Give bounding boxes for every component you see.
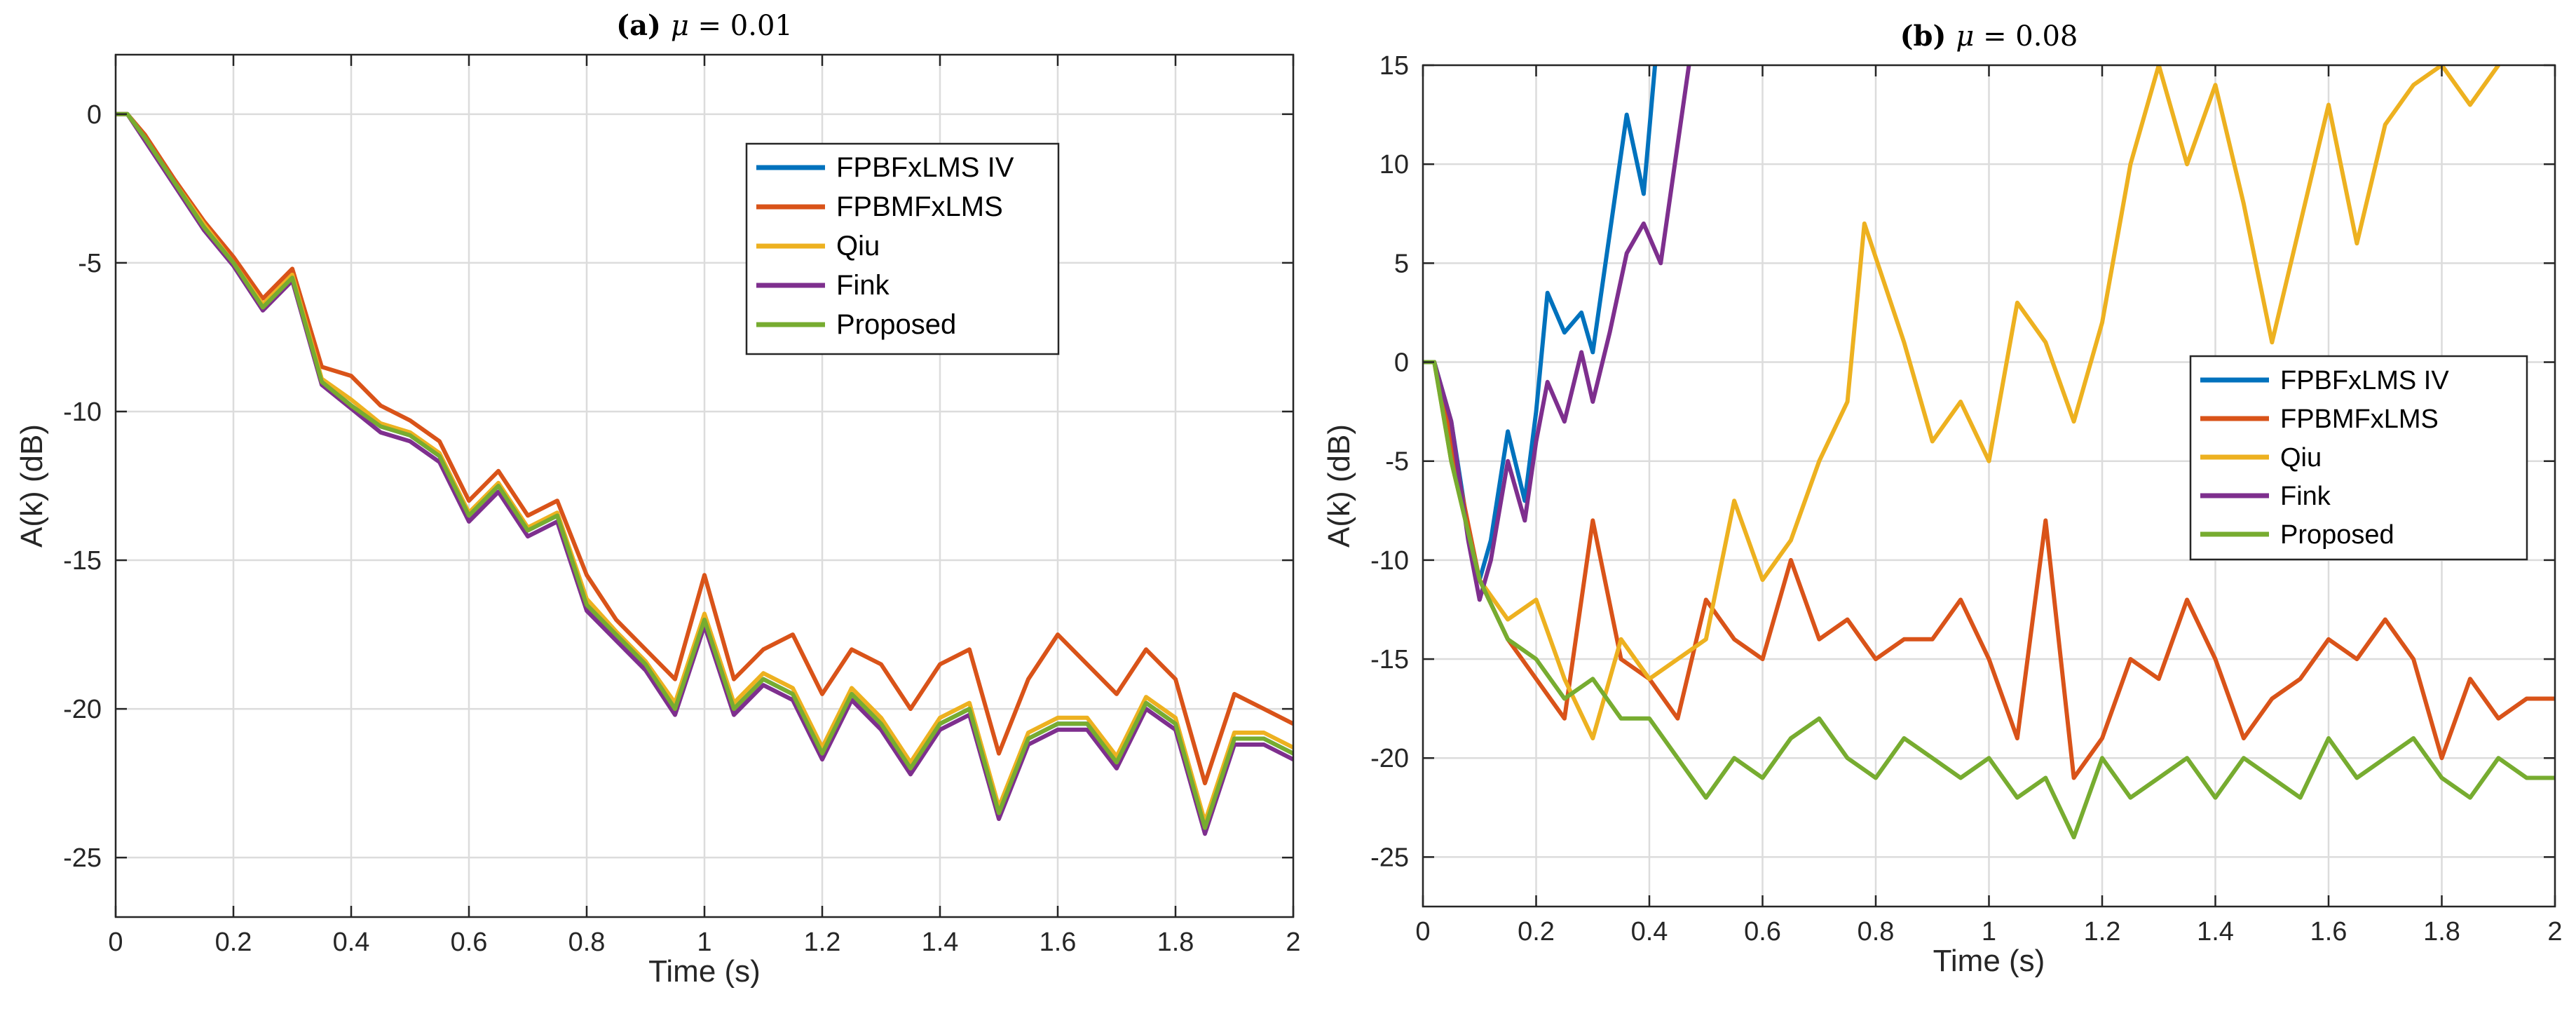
x-tick-label: 1.8: [2423, 917, 2460, 946]
chart-title-symbol: μ: [671, 10, 689, 42]
x-axis-label: Time (s): [648, 954, 761, 989]
legend-label-fink: Fink: [2280, 482, 2331, 511]
x-tick-label: 0.6: [451, 928, 488, 957]
legend: FPBFxLMS IV FPBMFxLMS Qiu Fink Proposed: [745, 142, 1060, 355]
x-tick-label: 2: [2547, 917, 2562, 946]
series-line-proposed: [116, 111, 1293, 830]
x-axis-label: Time (s): [1933, 944, 2045, 978]
y-tick-label: -15: [1370, 645, 1409, 674]
legend: FPBFxLMS IV FPBMFxLMS Qiu Fink Proposed: [2189, 355, 2528, 561]
legend-label-fpbfxlms-iv: FPBFxLMS IV: [836, 152, 1014, 183]
series-line-fpbmfxlms: [116, 111, 1293, 786]
chart-title-value: = 0.08: [1974, 20, 2078, 53]
x-tick-label: 0.2: [1518, 917, 1555, 946]
chart-title-prefix: (a): [616, 9, 671, 42]
x-tick-label: 0: [1415, 917, 1430, 946]
y-tick-label: -15: [63, 546, 102, 576]
x-tick-label: 0: [108, 928, 123, 957]
x-tick-label: 1.4: [922, 928, 959, 957]
series-line-qiu: [1423, 65, 2501, 740]
x-tick-label: 1.2: [804, 928, 841, 957]
legend-label-fpbfxlms-iv: FPBFxLMS IV: [2280, 366, 2449, 395]
legend-label-fpbmfxlms: FPBMFxLMS: [2280, 405, 2439, 434]
series-line-fpbmfxlms: [1423, 360, 2555, 780]
series-group: [1423, 65, 2555, 840]
legend-label-fink: Fink: [836, 270, 890, 301]
chart-panel-b: 0 0.2 0.4 0.6 0.8 1 1.2 1.4 1.6 1.8 2 15 10 5 0 -5 -10 -1…: [1322, 20, 2563, 978]
chart-title-symbol: μ: [1956, 20, 1974, 53]
legend-label-qiu: Qiu: [836, 231, 880, 262]
y-tick-label: -5: [78, 249, 102, 278]
x-tick-label: 1.4: [2197, 917, 2234, 946]
x-tick-label: 1.8: [1157, 928, 1194, 957]
x-tick-label: 1.6: [1040, 928, 1077, 957]
y-tick-label: -5: [1385, 447, 1409, 477]
x-tick-label: 2: [1286, 928, 1300, 957]
x-tick-label: 0.8: [568, 928, 606, 957]
y-tick-label: 0: [87, 100, 102, 130]
x-tick-label: 1: [697, 928, 711, 957]
series-line-proposed: [1423, 360, 2555, 840]
x-tick-label: 0.4: [333, 928, 370, 957]
legend-label-fpbmfxlms: FPBMFxLMS: [836, 191, 1003, 222]
x-tick-label: 1.2: [2084, 917, 2121, 946]
legend-label-proposed: Proposed: [2280, 520, 2394, 550]
x-tick-label: 0.6: [1744, 917, 1781, 946]
x-tick-label: 0.2: [215, 928, 252, 957]
legend-box: [745, 142, 1060, 355]
y-tick-label: -20: [63, 695, 102, 724]
y-tick-label: -10: [1370, 546, 1409, 576]
series-group: [116, 111, 1293, 836]
legend-label-proposed: Proposed: [836, 309, 956, 340]
chart-title: (b) μ = 0.08: [1900, 20, 2078, 53]
chart-title: (a) μ = 0.01: [616, 9, 793, 42]
chart-panel-a: 0 0.2 0.4 0.6 0.8 1 1.2 1.4 1.6 1.8 2 0 -5 -10 -15 -20 -…: [15, 9, 1301, 989]
x-tick-label: 0.8: [1858, 917, 1895, 946]
y-axis-label: A(k) (dB): [15, 424, 49, 548]
y-tick-label: -10: [63, 398, 102, 427]
y-tick-label: 5: [1394, 249, 1409, 278]
y-tick-label: -25: [1370, 843, 1409, 872]
x-tick-label: 1.6: [2310, 917, 2347, 946]
y-tick-label: -20: [1370, 744, 1409, 773]
y-tick-label: -25: [63, 843, 102, 873]
y-tick-label: 10: [1379, 150, 1409, 179]
y-tick-label: 15: [1379, 51, 1409, 81]
chart-title-prefix: (b): [1900, 20, 1956, 53]
y-tick-label: 0: [1394, 348, 1409, 378]
legend-label-qiu: Qiu: [2280, 443, 2322, 473]
x-tick-label: 0.4: [1631, 917, 1668, 946]
x-tick-label: 1: [1982, 917, 1996, 946]
y-axis-label: A(k) (dB): [1322, 424, 1356, 548]
chart-title-value: = 0.01: [689, 10, 793, 42]
